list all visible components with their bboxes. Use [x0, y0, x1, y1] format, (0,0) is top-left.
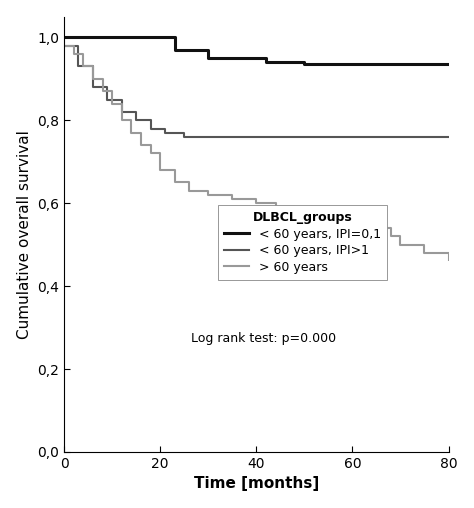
X-axis label: Time [months]: Time [months] — [194, 477, 319, 491]
Legend: < 60 years, IPI=0,1, < 60 years, IPI>1, > 60 years: < 60 years, IPI=0,1, < 60 years, IPI>1, … — [218, 205, 387, 280]
Text: Log rank test: p=0.000: Log rank test: p=0.000 — [191, 332, 336, 345]
Y-axis label: Cumulative overall survival: Cumulative overall survival — [17, 130, 32, 339]
